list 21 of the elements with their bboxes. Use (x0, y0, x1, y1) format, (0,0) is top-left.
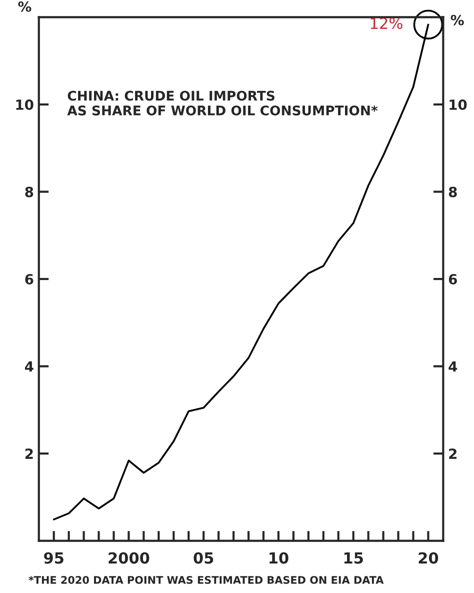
annotation: 12% (370, 17, 402, 30)
y-tick-label: 4 (24, 361, 34, 372)
y-tick-label: 8 (25, 186, 34, 198)
y2-tick-label: 2 (449, 448, 457, 459)
text: *THE 2020 DATA POINT WAS ESTIMATED BASED ON EIA DATA (28, 576, 384, 584)
y-axis-title: % (18, 1, 32, 12)
x-tick-label: 20 (418, 552, 438, 564)
y2-tick-label: 6 (448, 274, 457, 284)
y-tick-label: 2 (25, 448, 33, 459)
y-tick-label: 6 (25, 274, 34, 284)
y-tick-label: 10 (16, 99, 34, 110)
y2-tick-label: 8 (448, 186, 457, 198)
text: CHINA: CRUDE OIL IMPORTS AS SHARE OF WORLD OIL CONSUMPTION* (67, 90, 378, 116)
x-tick-label: 05 (194, 552, 214, 564)
x-tick-label: 2000 (108, 552, 150, 564)
y2-axis-title: % (450, 14, 464, 26)
x-tick-label: 15 (344, 552, 363, 564)
y2-tick-label: 4 (448, 361, 458, 372)
y2-tick-label: 10 (450, 99, 467, 110)
x-tick-label: 95 (44, 552, 64, 564)
x-tick-label: 10 (270, 552, 288, 564)
